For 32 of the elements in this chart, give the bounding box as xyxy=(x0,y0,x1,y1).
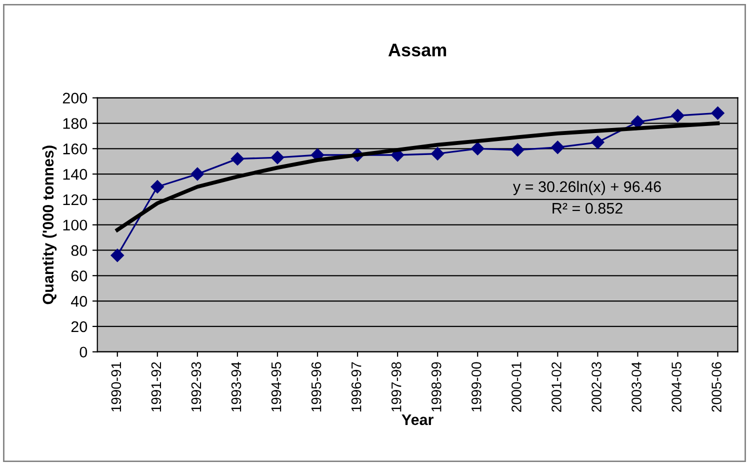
x-axis-title: Year xyxy=(402,414,434,426)
annotation: y = 30.26ln(x) + 96.46 xyxy=(513,180,661,196)
x-tick-label: 1993-94 xyxy=(231,362,242,412)
y-tick-label: 80 xyxy=(71,245,88,256)
x-tick-label: 2005-06 xyxy=(712,362,722,412)
x-tick-label: 1997-98 xyxy=(391,362,402,412)
y-tick-label: 40 xyxy=(71,296,88,307)
y-tick-label: 140 xyxy=(63,168,88,180)
x-tick-label: 1991-92 xyxy=(151,362,162,412)
x-tick-label: 1994-95 xyxy=(271,362,282,412)
x-tick-label: 1996-97 xyxy=(351,362,362,412)
y-tick-label: 200 xyxy=(62,92,88,104)
x-tick-label: 1990-91 xyxy=(111,362,122,412)
x-tick-label: 2002-03 xyxy=(592,362,602,412)
y-tick-label: 20 xyxy=(71,321,88,332)
y-tick-label: 180 xyxy=(63,118,88,129)
chart-title: Assam xyxy=(388,44,446,56)
annotation: R² = 0.852 xyxy=(552,202,622,214)
y-tick-label: 100 xyxy=(63,220,88,231)
x-tick-label: 1999-00 xyxy=(472,362,482,412)
y-tick-label: 160 xyxy=(63,144,88,154)
x-tick-label: 2004-05 xyxy=(672,362,682,412)
x-tick-label: 1992-93 xyxy=(191,362,202,412)
x-tick-label: 1995-96 xyxy=(311,362,322,412)
x-tick-label: 1998-99 xyxy=(431,362,442,412)
y-tick-label: 120 xyxy=(63,194,88,206)
y-axis-title: Quantity ('000 tonnes) xyxy=(42,146,57,304)
y-tick-label: 0 xyxy=(80,346,88,358)
x-tick-label: 2003-04 xyxy=(632,362,642,412)
x-tick-label: 2000-01 xyxy=(512,362,522,412)
x-tick-label: 2001-02 xyxy=(552,362,562,412)
y-tick-label: 60 xyxy=(71,270,88,282)
